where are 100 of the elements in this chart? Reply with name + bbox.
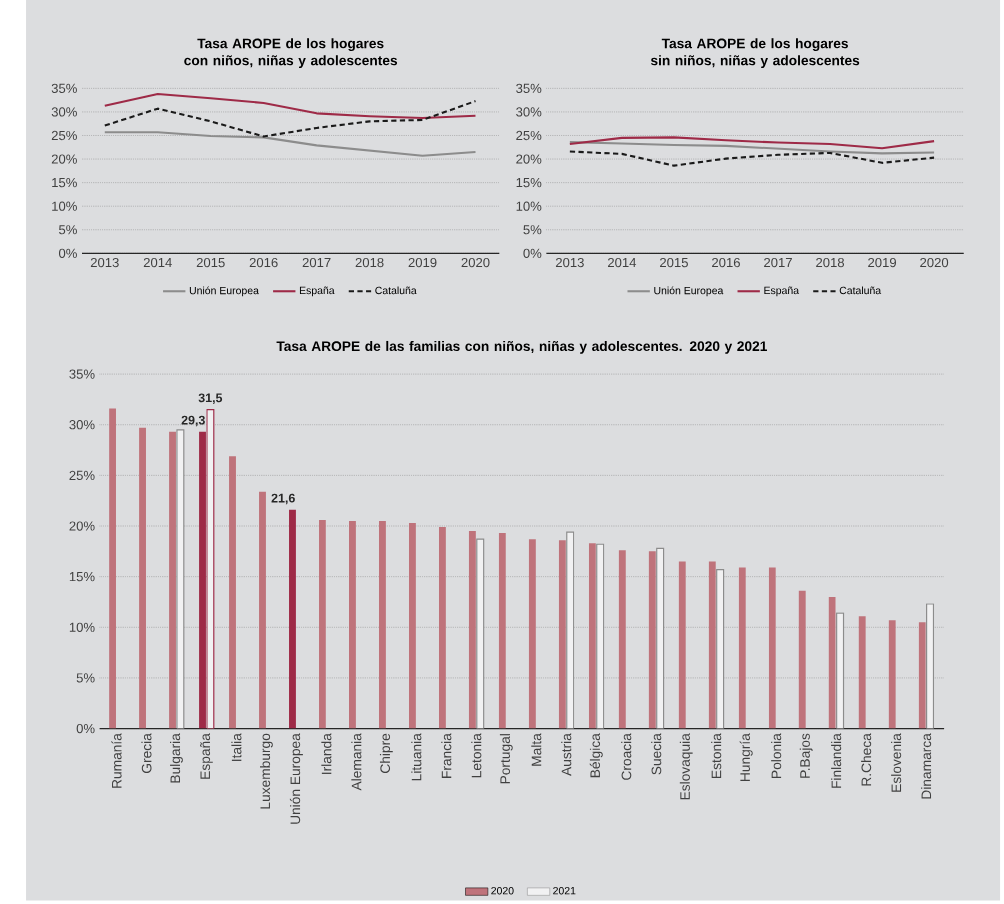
bar <box>438 526 446 729</box>
x-tick-label: 2017 <box>764 257 792 268</box>
data-label: 21,6 <box>271 493 295 505</box>
x-tick-label: Bélgica <box>589 733 603 777</box>
x-tick-label: Bulgaria <box>170 733 183 783</box>
bar <box>798 590 806 729</box>
bar <box>618 550 626 729</box>
x-tick-label: 2020 <box>461 257 490 268</box>
x-tick-label: Unión Europea <box>289 733 303 824</box>
bar <box>768 567 776 729</box>
x-tick-label: 2018 <box>355 257 384 268</box>
y-tick-label: 5% <box>59 224 77 235</box>
x-tick-label: 2014 <box>143 257 172 268</box>
x-tick-label: Letonia <box>471 733 482 777</box>
x-tick-label: Finlandia <box>831 733 842 788</box>
x-tick-label: Chipre <box>379 733 393 773</box>
y-tick-label: 15% <box>516 177 542 188</box>
x-tick-label: Portugal <box>499 733 513 784</box>
y-tick-label: 35% <box>51 83 77 93</box>
legend-label: 2020 <box>491 886 514 895</box>
y-tick-label: 20% <box>516 154 542 164</box>
bar <box>528 539 536 729</box>
y-tick-label: 25% <box>516 130 542 140</box>
x-tick-label: 2019 <box>408 257 437 268</box>
x-tick-label: España <box>200 733 213 779</box>
line-series <box>103 99 477 138</box>
line-series <box>568 136 936 150</box>
bar <box>888 620 896 729</box>
chart-title: Tasa AROPE de los hogares con niños, niñas y adolescentes <box>184 38 398 68</box>
y-tick-label: 10% <box>52 201 77 211</box>
bar <box>169 431 176 729</box>
y-tick-label: 25% <box>51 130 77 140</box>
bar <box>379 520 386 729</box>
y-tick-label: 5% <box>76 673 95 683</box>
x-tick-label: Rumanía <box>111 733 122 788</box>
bar <box>289 509 296 729</box>
y-tick-label: 35% <box>516 83 542 93</box>
y-tick-label: 30% <box>69 419 95 430</box>
legend-label: España <box>764 286 800 297</box>
line-series <box>103 92 477 119</box>
y-tick-label: 35% <box>69 369 95 379</box>
x-tick-label: Dinamarca <box>921 733 932 799</box>
legend-label: Cataluña <box>839 286 882 295</box>
y-tick-label: 30% <box>51 107 77 117</box>
bar <box>139 427 146 729</box>
chart-title: Tasa AROPE de los hogares sin niños, niñas y adolescentes <box>650 38 860 68</box>
x-tick-label: Alemania <box>351 733 362 791</box>
x-tick-label: 2013 <box>555 257 584 268</box>
x-tick-label: Italia <box>231 733 242 761</box>
y-tick-label: 15% <box>52 177 77 188</box>
x-tick-label: 2013 <box>90 257 119 268</box>
bar <box>349 520 356 729</box>
x-tick-label: Suecia <box>651 733 662 775</box>
x-tick-label: 2017 <box>302 257 331 268</box>
x-tick-label: Lituania <box>411 733 422 781</box>
y-tick-label: 25% <box>69 470 95 480</box>
legend-label: 2021 <box>553 886 576 895</box>
y-tick-label: 10% <box>516 201 542 211</box>
line-series <box>568 150 936 167</box>
x-tick-label: Austria <box>561 733 572 776</box>
bar <box>588 543 596 729</box>
x-tick-label: 2020 <box>920 257 949 268</box>
bar <box>408 522 416 729</box>
x-tick-label: 2016 <box>712 257 740 268</box>
legend-label: Cataluña <box>375 286 417 295</box>
bar <box>738 567 746 729</box>
chart-title: Tasa AROPE de las familias con niños, niñas y adolescentes. 2020 y 2021 <box>276 340 767 354</box>
x-tick-label: Grecia <box>141 733 152 773</box>
y-tick-label: 10% <box>69 622 95 632</box>
legend-label: España <box>299 286 335 297</box>
x-tick-label: Francia <box>441 733 452 778</box>
x-tick-label: Eslovenia <box>891 733 902 792</box>
bar <box>918 622 926 729</box>
bar <box>229 455 236 729</box>
x-tick-label: P.Bajos <box>799 733 813 778</box>
x-tick-label: 2018 <box>816 257 845 268</box>
y-tick-label: 20% <box>69 521 95 531</box>
bar <box>558 540 566 729</box>
x-tick-label: Estonia <box>711 733 722 778</box>
y-tick-label: 30% <box>516 107 542 117</box>
data-label: 29,3 <box>181 415 205 427</box>
bar <box>708 561 716 729</box>
bar <box>259 491 266 729</box>
x-tick-label: 2015 <box>660 257 688 268</box>
y-tick-label: 0% <box>523 248 542 258</box>
legend-label: Unión Europea <box>654 286 724 297</box>
x-tick-label: 2015 <box>196 257 225 268</box>
y-tick-label: 0% <box>58 248 77 258</box>
x-tick-label: Irlanda <box>321 733 332 774</box>
x-tick-label: 2016 <box>249 257 278 268</box>
x-tick-label: Croacia <box>621 733 632 780</box>
y-tick-label: 0% <box>76 723 95 734</box>
bar <box>648 551 656 729</box>
x-tick-label: Hungría <box>739 733 753 781</box>
x-tick-label: Eslovaquia <box>679 733 693 800</box>
bar <box>468 530 476 729</box>
legend-label: Unión Europea <box>189 286 259 297</box>
x-tick-label: Polonia <box>771 733 782 778</box>
x-tick-label: 2019 <box>868 257 897 268</box>
x-tick-label: Luxemburgo <box>260 733 273 809</box>
